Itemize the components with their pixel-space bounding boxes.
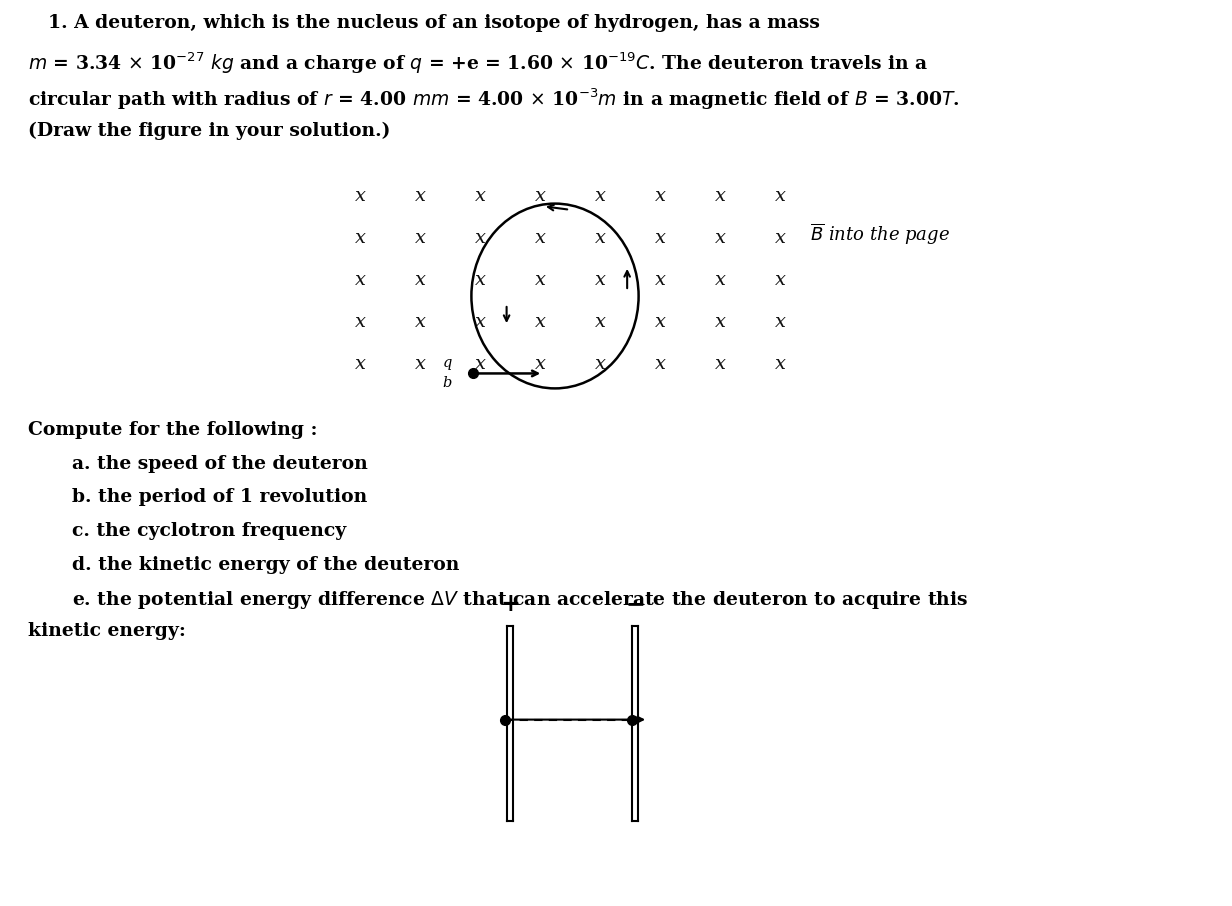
Text: kinetic energy:: kinetic energy:: [28, 622, 186, 641]
Text: x: x: [775, 271, 786, 289]
Text: x: x: [595, 187, 605, 205]
Text: −: −: [625, 592, 644, 616]
Text: x: x: [535, 355, 546, 373]
Text: x: x: [654, 229, 665, 247]
Text: x: x: [775, 229, 786, 247]
Text: circular path with radius of $r$ = 4.00 $\mathit{mm}$ = 4.00 $\times$ 10$^{-3}$$: circular path with radius of $r$ = 4.00 …: [28, 86, 960, 111]
Text: x: x: [535, 313, 546, 331]
Text: x: x: [775, 355, 786, 373]
Text: Compute for the following :: Compute for the following :: [28, 421, 318, 439]
Text: x: x: [654, 187, 665, 205]
Text: x: x: [474, 271, 485, 289]
Text: x: x: [654, 355, 665, 373]
Text: x: x: [535, 229, 546, 247]
Text: x: x: [595, 271, 605, 289]
Text: x: x: [654, 271, 665, 289]
Text: x: x: [474, 355, 485, 373]
Text: x: x: [535, 187, 546, 205]
Text: q: q: [442, 356, 452, 371]
Text: x: x: [355, 187, 366, 205]
Text: x: x: [355, 229, 366, 247]
Text: x: x: [355, 271, 366, 289]
Text: 1. A deuteron, which is the nucleus of an isotope of hydrogen, has a mass: 1. A deuteron, which is the nucleus of a…: [48, 14, 819, 32]
Text: $m$ = 3.34 $\times$ 10$^{-27}$ $kg$ and a charge of $q$ = +e = 1.60 $\times$ 10$: $m$ = 3.34 $\times$ 10$^{-27}$ $kg$ and …: [28, 50, 929, 75]
Text: b. the period of 1 revolution: b. the period of 1 revolution: [71, 488, 367, 506]
Text: x: x: [414, 355, 425, 373]
Text: x: x: [715, 187, 726, 205]
Text: b: b: [442, 376, 452, 390]
Text: x: x: [715, 229, 726, 247]
Text: x: x: [715, 355, 726, 373]
Text: x: x: [355, 313, 366, 331]
Text: x: x: [474, 313, 485, 331]
Text: +: +: [500, 592, 520, 616]
Text: x: x: [775, 187, 786, 205]
Text: x: x: [474, 229, 485, 247]
Text: e. the potential energy difference $\Delta V$ that can accelerate the deuteron t: e. the potential energy difference $\Del…: [71, 589, 968, 611]
Text: (Draw the figure in your solution.): (Draw the figure in your solution.): [28, 122, 391, 140]
Text: $\overline{B}$ into the page: $\overline{B}$ into the page: [809, 221, 950, 246]
Text: x: x: [595, 313, 605, 331]
Text: x: x: [535, 271, 546, 289]
Text: d. the kinetic energy of the deuteron: d. the kinetic energy of the deuteron: [71, 555, 460, 573]
Text: c. the cyclotron frequency: c. the cyclotron frequency: [71, 522, 346, 540]
Text: x: x: [775, 313, 786, 331]
Text: x: x: [474, 187, 485, 205]
Text: x: x: [595, 229, 605, 247]
Text: x: x: [715, 313, 726, 331]
Text: x: x: [414, 229, 425, 247]
Text: x: x: [414, 187, 425, 205]
Text: x: x: [595, 355, 605, 373]
Text: x: x: [414, 313, 425, 331]
Text: x: x: [715, 271, 726, 289]
Text: x: x: [355, 355, 366, 373]
Text: a. the speed of the deuteron: a. the speed of the deuteron: [71, 455, 367, 473]
Text: x: x: [414, 271, 425, 289]
Text: x: x: [654, 313, 665, 331]
